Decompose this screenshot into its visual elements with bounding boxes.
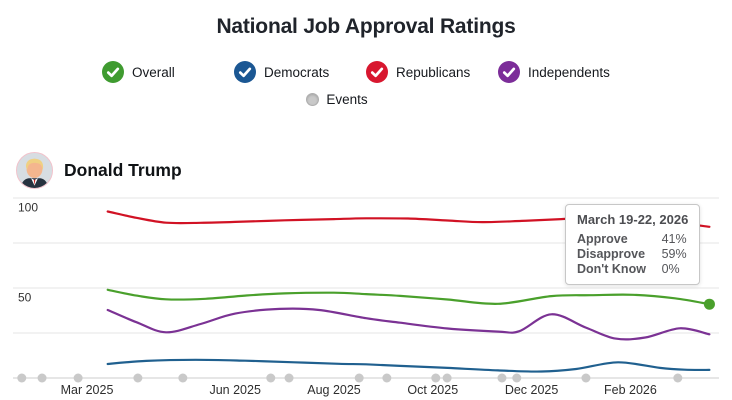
events-circle-icon	[306, 93, 320, 106]
chart-tooltip: March 19-22, 2026 Approve 41% Disapprove…	[565, 204, 701, 285]
x-tick-label-aug-2025: Aug 2025	[307, 383, 361, 397]
x-tick-label-feb-2026: Feb 2026	[604, 383, 657, 397]
y-tick-label-50: 50	[18, 291, 32, 305]
approval-ratings-page: National Job Approval Ratings Overall De…	[0, 15, 732, 400]
event-marker-15[interactable]	[673, 373, 683, 383]
series-line-independents	[106, 307, 711, 341]
tooltip-dontknow-value: 0%	[661, 262, 680, 276]
event-marker-3[interactable]	[73, 373, 83, 383]
event-marker-5[interactable]	[178, 373, 188, 383]
avatar	[16, 152, 53, 189]
event-marker-14[interactable]	[581, 373, 591, 383]
tooltip-disapprove-value: 59%	[661, 247, 687, 261]
event-marker-2[interactable]	[37, 373, 47, 383]
legend-label-events: Events	[326, 92, 368, 107]
series-line-overall	[106, 288, 711, 306]
republicans-check-icon	[366, 61, 388, 83]
series-line-democrats	[106, 358, 711, 373]
tooltip-approve-label: Approve	[577, 232, 628, 246]
page-title: National Job Approval Ratings	[216, 15, 516, 38]
tooltip-disapprove-label: Disapprove	[577, 247, 646, 261]
x-tick-label-oct-2025: Oct 2025	[407, 383, 458, 397]
tooltip-dontknow-label: Don't Know	[577, 262, 646, 276]
event-marker-8[interactable]	[354, 373, 364, 383]
legend-item-independents[interactable]: Independents	[498, 61, 630, 83]
legend-item-events[interactable]: Events	[306, 92, 368, 107]
legend-item-overall[interactable]: Overall	[102, 61, 234, 83]
x-tick-label-mar-2025: Mar 2025	[61, 383, 114, 397]
democrats-check-icon	[234, 61, 256, 83]
event-marker-13[interactable]	[512, 373, 522, 383]
y-tick-label-100: 100	[18, 201, 38, 215]
legend-item-democrats[interactable]: Democrats	[234, 61, 366, 83]
legend-label-independents: Independents	[528, 64, 610, 80]
event-marker-6[interactable]	[266, 373, 276, 383]
legend: Overall Democrats Republicans Independen…	[102, 61, 630, 83]
legend-label-democrats: Democrats	[264, 64, 330, 80]
event-marker-1[interactable]	[17, 373, 27, 383]
independents-check-icon	[498, 61, 520, 83]
x-tick-label-dec-2025: Dec 2025	[505, 383, 559, 397]
events-legend-row: Events	[0, 92, 703, 107]
x-tick-label-jun-2025: Jun 2025	[209, 383, 260, 397]
person-name: Donald Trump	[64, 160, 182, 180]
legend-label-republicans: Republicans	[396, 64, 471, 80]
event-marker-4[interactable]	[133, 373, 143, 383]
tooltip-date: March 19-22, 2026	[577, 212, 689, 227]
event-marker-7[interactable]	[284, 373, 294, 383]
person-header: Donald Trump	[16, 152, 182, 189]
avatar-portrait-icon	[17, 153, 52, 188]
legend-label-overall: Overall	[132, 64, 175, 80]
event-marker-11[interactable]	[442, 373, 452, 383]
highlight-point-overall[interactable]	[703, 298, 715, 310]
event-marker-10[interactable]	[431, 373, 441, 383]
event-marker-9[interactable]	[382, 373, 392, 383]
event-marker-12[interactable]	[497, 373, 507, 383]
tooltip-approve-value: 41%	[661, 232, 687, 246]
overall-check-icon	[102, 61, 124, 83]
legend-item-republicans[interactable]: Republicans	[366, 61, 498, 83]
